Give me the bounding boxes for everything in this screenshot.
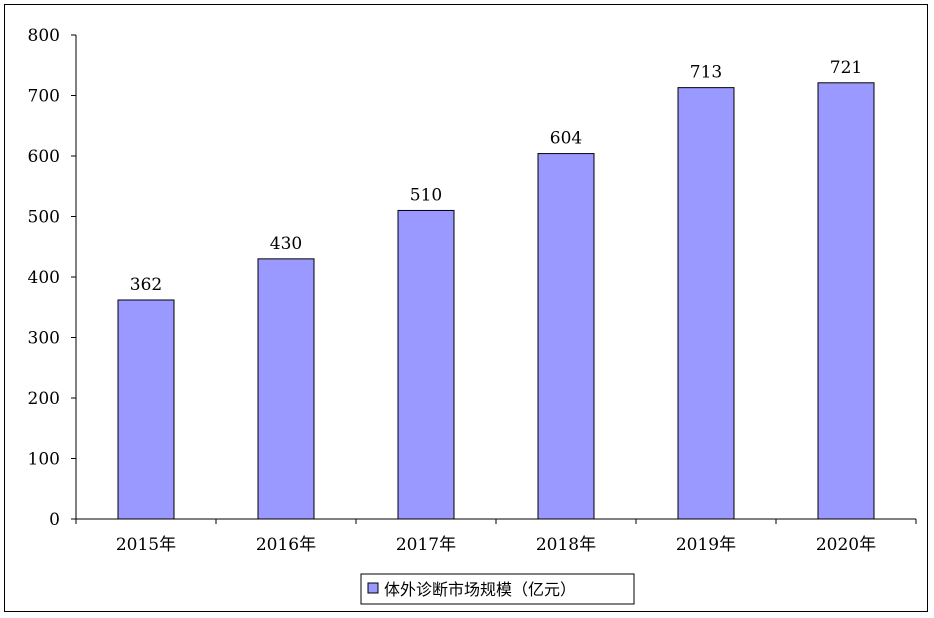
y-tick-label: 0	[49, 510, 60, 530]
axes	[71, 34, 917, 524]
y-tick-label: 400	[28, 268, 60, 288]
y-tick-label: 700	[28, 87, 60, 107]
bar	[117, 299, 175, 520]
x-tick-label: 2016年	[256, 535, 316, 555]
data-label: 713	[690, 63, 722, 83]
bar	[537, 153, 595, 520]
bar	[817, 82, 875, 520]
y-tick-label: 500	[28, 208, 60, 228]
x-tick-labels-group: 2015年 2016年 2017年 2018年 2019年 2020年	[116, 535, 876, 555]
bar	[257, 258, 315, 520]
data-label: 604	[550, 129, 582, 149]
y-tick-label: 200	[28, 389, 60, 409]
legend-box	[360, 573, 635, 605]
legend-label: 体外诊断市场规模（亿元）	[384, 580, 576, 599]
legend: 体外诊断市场规模（亿元）	[360, 573, 635, 605]
data-label: 362	[130, 275, 162, 295]
x-tick-label: 2017年	[396, 535, 456, 555]
y-tick-label: 600	[28, 147, 60, 167]
y-tick-labels-group: 0 100 200 300 400 500 600 700 800	[28, 26, 60, 530]
y-tick-label: 100	[28, 450, 60, 470]
data-label: 510	[410, 185, 442, 205]
x-tick-label: 2019年	[676, 535, 736, 555]
data-label: 721	[830, 58, 862, 78]
bar	[397, 209, 455, 520]
bars-group	[117, 82, 875, 520]
legend-swatch	[367, 582, 379, 594]
x-tick-label: 2020年	[816, 535, 876, 555]
data-labels-group: 362 430 510 604 713 721	[130, 58, 862, 295]
data-label: 430	[270, 234, 302, 254]
x-tick-label: 2018年	[536, 535, 596, 555]
bar	[677, 87, 735, 520]
y-tick-label: 800	[28, 26, 60, 46]
y-tick-label: 300	[28, 329, 60, 349]
x-tick-label: 2015年	[116, 535, 176, 555]
